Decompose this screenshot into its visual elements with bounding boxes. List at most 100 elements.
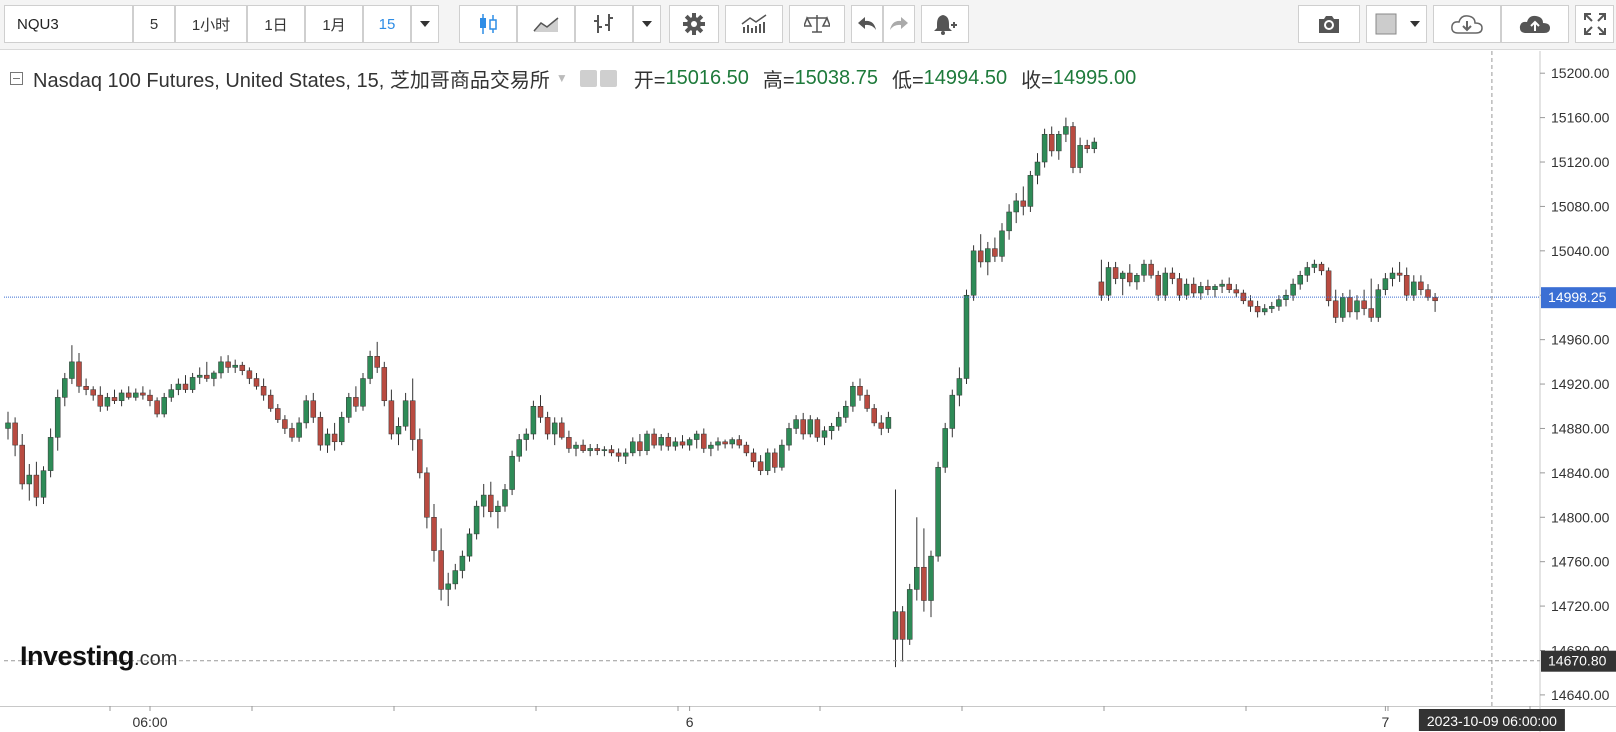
cloud-load-button[interactable] [1433,5,1501,43]
crosshair-price-label: 14670.80 [1548,653,1607,669]
candle-body [992,248,998,257]
interval-dropdown-button[interactable] [411,5,439,43]
candle-body [764,452,771,471]
area-chart-icon [533,17,559,32]
candle-body [956,378,963,396]
ohlc-bars-icon [594,14,613,33]
compare-button[interactable] [789,5,845,43]
candle-body [1411,281,1417,296]
candle-body [1432,297,1438,302]
candle-body [779,444,785,468]
candle-body [1027,175,1034,207]
candle-body [857,386,863,396]
chart-area[interactable]: PP 14640.0014680.0014720.0014760.0014800… [0,51,1616,732]
candlestick-chart-button[interactable] [459,5,517,43]
candle-body [1105,267,1112,296]
balance-scale-icon [804,15,830,33]
candle-body [204,374,210,379]
candle-body [686,439,693,446]
interval-button-1mo[interactable]: 1月 [305,5,363,43]
bell-plus-icon [934,15,957,35]
visibility-eye-icon[interactable] [579,69,597,87]
time-tick-label: 6 [686,714,694,730]
interval-button-1h[interactable]: 1小时 [175,5,247,43]
candle-body [722,441,728,445]
legend-settings-icon[interactable] [599,69,617,87]
undo-button[interactable] [851,5,883,43]
price-tick-label: 15160.00 [1551,110,1610,126]
candle-body [1382,278,1389,290]
candle-body [76,361,82,387]
candle-body [282,419,288,429]
crosshair-price-badge [1541,650,1616,672]
candle-body [921,566,927,601]
candle-body [772,452,778,468]
candle-body [1048,134,1055,152]
instrument-title: Nasdaq 100 Futures, United States, 15, 芝… [33,69,550,92]
fullscreen-button[interactable] [1575,5,1614,43]
interval-button-1d[interactable]: 1日 [247,5,305,43]
candle-body [97,394,104,407]
low-label: 低= [891,69,924,92]
legend-caret-icon[interactable]: ▼ [555,71,568,85]
cloud-save-button[interactable] [1501,5,1569,43]
price-tick-label: 14960.00 [1551,332,1610,348]
close-label: 收= [1021,69,1053,92]
candle-body [381,367,388,401]
screenshot-button[interactable] [1298,5,1360,43]
chart-type-dropdown-button[interactable] [633,5,661,43]
candle-body [62,378,68,398]
template-dropdown-button[interactable] [1403,5,1427,43]
candle-body [1347,297,1353,313]
price-tick-label: 14640.00 [1551,687,1610,703]
candle-body [1190,283,1197,294]
candle-body [161,397,167,415]
candle-body [601,449,608,451]
candle-body [892,611,899,640]
candle-body [743,444,750,454]
indicators-button[interactable] [725,5,783,43]
price-tick-label: 15200.00 [1551,65,1610,81]
low-value: 14994.50 [923,66,1008,89]
redo-button[interactable] [883,5,915,43]
candle-body [367,356,373,379]
candle-body [5,422,11,429]
candle-body [537,406,544,418]
candle-body [928,555,934,601]
candle-body [509,455,515,490]
candle-body [1034,161,1041,176]
candle-body [1361,300,1367,309]
area-chart-button[interactable] [517,5,575,43]
interval-button-5[interactable]: 5 [133,5,175,43]
candle-body [1091,141,1098,149]
candle-body [118,392,125,401]
candle-body [835,417,842,427]
candlestick-icon [480,14,497,34]
crosshair-time-label: 2023-10-09 06:00:00 [1427,713,1557,729]
interval-button-15[interactable]: 15 [363,5,411,43]
candle-body [1261,308,1268,313]
settings-button[interactable] [669,5,719,43]
candle-body [154,400,160,415]
candle-body [69,361,75,379]
price-chart[interactable]: PP 14640.0014680.0014720.0014760.0014800… [0,51,1616,732]
price-tick-label: 14760.00 [1551,554,1610,570]
collapse-legend-icon[interactable] [10,71,23,85]
candle-body [757,461,764,471]
candle-body [914,566,920,590]
bar-chart-button[interactable] [575,5,633,43]
candle-body [530,406,537,435]
symbol-field[interactable]: NQU3 [4,5,133,43]
candle-body [1233,289,1240,294]
candle-body [693,433,700,440]
template-button[interactable] [1366,5,1404,43]
candle-body [644,433,650,451]
candle-body [502,489,508,507]
candle-body [1098,281,1105,296]
candle-body [551,422,558,435]
candle-body [459,555,466,571]
candle-body [1169,272,1176,279]
add-alert-button[interactable] [921,5,969,43]
candle-body [1325,270,1332,302]
chart-legend: Nasdaq 100 Futures, United States, 15, 芝… [10,65,1136,92]
